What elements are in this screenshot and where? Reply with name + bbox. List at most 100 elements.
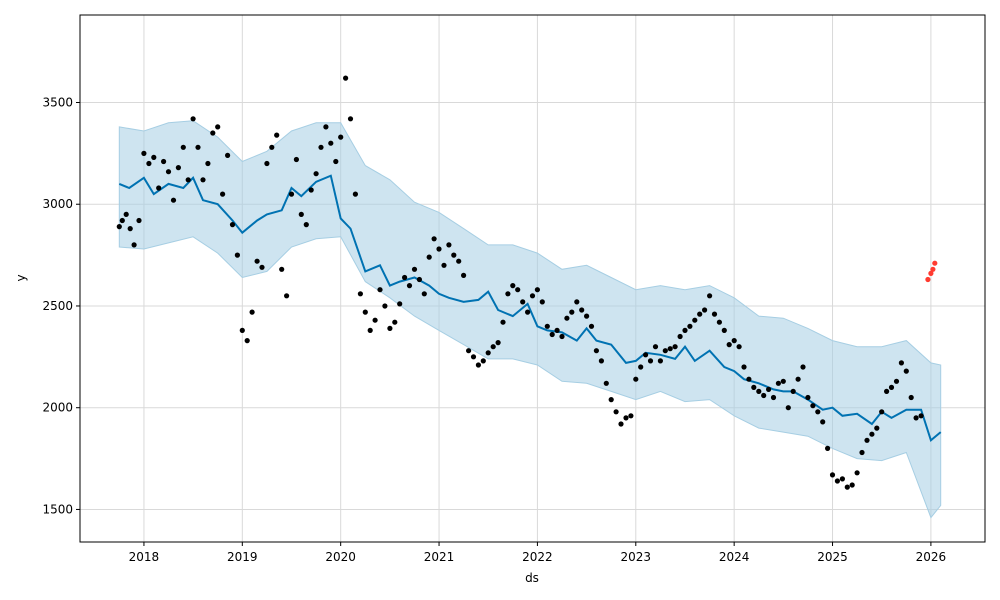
observed-point xyxy=(849,482,855,488)
observed-point xyxy=(775,380,782,386)
observed-point xyxy=(406,283,413,289)
observed-point xyxy=(790,388,796,394)
observed-point xyxy=(588,323,595,329)
observed-point xyxy=(288,191,295,197)
observed-point xyxy=(613,409,619,415)
observed-point xyxy=(879,409,885,415)
observed-point xyxy=(165,169,172,175)
observed-point xyxy=(756,388,762,394)
y-tick-label: 2000 xyxy=(42,401,73,415)
observed-point xyxy=(367,327,373,333)
observed-point xyxy=(170,197,177,203)
observed-point xyxy=(136,217,142,224)
observed-point xyxy=(161,158,167,165)
observed-point xyxy=(239,327,245,333)
observed-point xyxy=(687,323,693,329)
observed-point xyxy=(372,317,378,323)
observed-point xyxy=(608,397,614,403)
observed-point xyxy=(436,246,442,252)
observed-point xyxy=(387,325,393,331)
observed-point xyxy=(279,266,285,272)
observed-point xyxy=(770,394,777,401)
observed-point xyxy=(884,388,890,394)
observed-point xyxy=(293,156,299,163)
observed-point xyxy=(844,484,850,490)
observed-point xyxy=(397,301,403,307)
observed-point xyxy=(746,376,752,382)
observed-point xyxy=(603,380,609,386)
observed-point xyxy=(215,124,221,130)
recent-point xyxy=(925,276,931,283)
y-axis-ticks: 1500 2000 2500 3000 3500 xyxy=(42,95,80,516)
observed-point xyxy=(815,409,821,415)
observed-point xyxy=(352,191,358,197)
observed-point xyxy=(721,327,727,333)
observed-point xyxy=(623,415,629,421)
observed-point xyxy=(529,293,536,299)
observed-point xyxy=(908,394,914,401)
y-tick-label: 1500 xyxy=(42,502,73,516)
observed-point xyxy=(411,266,418,272)
observed-point xyxy=(864,437,870,443)
observed-point xyxy=(903,368,909,374)
observed-point xyxy=(151,154,157,160)
observed-point xyxy=(593,348,600,354)
observed-point xyxy=(146,160,152,167)
observed-point xyxy=(574,299,580,305)
observed-point xyxy=(269,144,275,150)
data-points xyxy=(116,75,938,490)
observed-point xyxy=(736,344,742,350)
observed-point xyxy=(480,358,486,364)
observed-point xyxy=(618,421,624,427)
observed-point xyxy=(254,258,260,264)
observed-point xyxy=(446,242,452,248)
observed-point xyxy=(564,315,570,321)
observed-point xyxy=(657,358,664,364)
x-tick-label: 2022 xyxy=(522,550,553,564)
recent-point xyxy=(932,260,938,266)
observed-point xyxy=(726,342,732,348)
observed-point xyxy=(377,287,383,293)
observed-point xyxy=(244,338,250,344)
observed-point xyxy=(470,354,477,360)
observed-point xyxy=(180,144,186,150)
observed-point xyxy=(338,134,344,140)
observed-point xyxy=(500,319,506,325)
observed-point xyxy=(520,299,526,305)
observed-point xyxy=(643,352,649,358)
uncertainty-interval xyxy=(118,120,942,519)
observed-point xyxy=(766,386,772,392)
observed-point xyxy=(702,307,708,313)
observed-point xyxy=(298,211,304,217)
observed-point xyxy=(333,158,339,165)
observed-point xyxy=(490,344,496,350)
observed-point xyxy=(220,191,226,197)
observed-point xyxy=(554,327,560,333)
y-tick-label: 3500 xyxy=(42,95,73,109)
observed-point xyxy=(195,144,201,150)
observed-point xyxy=(918,413,924,419)
observed-point xyxy=(249,309,255,315)
observed-point xyxy=(874,425,880,431)
recent-point xyxy=(930,266,936,272)
observed-point xyxy=(402,274,408,281)
observed-point xyxy=(598,358,605,364)
observed-point xyxy=(780,378,786,384)
observed-point xyxy=(225,152,231,158)
observed-point xyxy=(190,116,196,122)
observed-point xyxy=(888,384,895,390)
observed-point xyxy=(510,283,516,289)
observed-point xyxy=(525,309,531,315)
observed-point xyxy=(229,222,236,228)
observed-point xyxy=(667,346,673,352)
observed-point xyxy=(672,344,678,350)
recent-point xyxy=(928,270,934,276)
observed-point xyxy=(313,171,319,177)
observed-point xyxy=(677,333,683,340)
observed-point xyxy=(505,291,511,297)
observed-point xyxy=(264,160,270,167)
observed-point xyxy=(156,185,162,191)
observed-point xyxy=(652,344,659,350)
observed-point xyxy=(308,187,314,193)
